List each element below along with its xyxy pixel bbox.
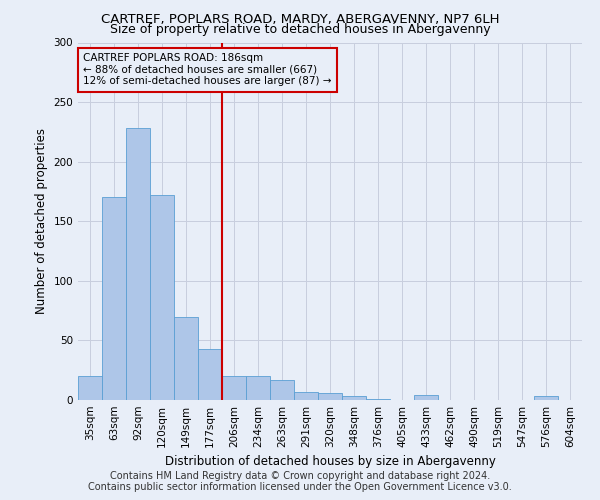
- Bar: [318, 393, 342, 400]
- Bar: [150, 195, 174, 400]
- Bar: [342, 396, 366, 400]
- Bar: [222, 376, 246, 400]
- Bar: [102, 198, 126, 400]
- Bar: [78, 376, 102, 400]
- Text: CARTREF, POPLARS ROAD, MARDY, ABERGAVENNY, NP7 6LH: CARTREF, POPLARS ROAD, MARDY, ABERGAVENN…: [101, 12, 499, 26]
- Bar: [414, 395, 438, 400]
- Bar: [198, 349, 222, 400]
- Bar: [270, 380, 294, 400]
- Bar: [366, 399, 390, 400]
- Y-axis label: Number of detached properties: Number of detached properties: [35, 128, 48, 314]
- Bar: [174, 316, 198, 400]
- Bar: [534, 396, 558, 400]
- Text: CARTREF POPLARS ROAD: 186sqm
← 88% of detached houses are smaller (667)
12% of s: CARTREF POPLARS ROAD: 186sqm ← 88% of de…: [83, 53, 332, 86]
- X-axis label: Distribution of detached houses by size in Abergavenny: Distribution of detached houses by size …: [164, 456, 496, 468]
- Bar: [126, 128, 150, 400]
- Bar: [246, 376, 270, 400]
- Bar: [294, 392, 318, 400]
- Text: Contains HM Land Registry data © Crown copyright and database right 2024.
Contai: Contains HM Land Registry data © Crown c…: [88, 471, 512, 492]
- Text: Size of property relative to detached houses in Abergavenny: Size of property relative to detached ho…: [110, 22, 490, 36]
